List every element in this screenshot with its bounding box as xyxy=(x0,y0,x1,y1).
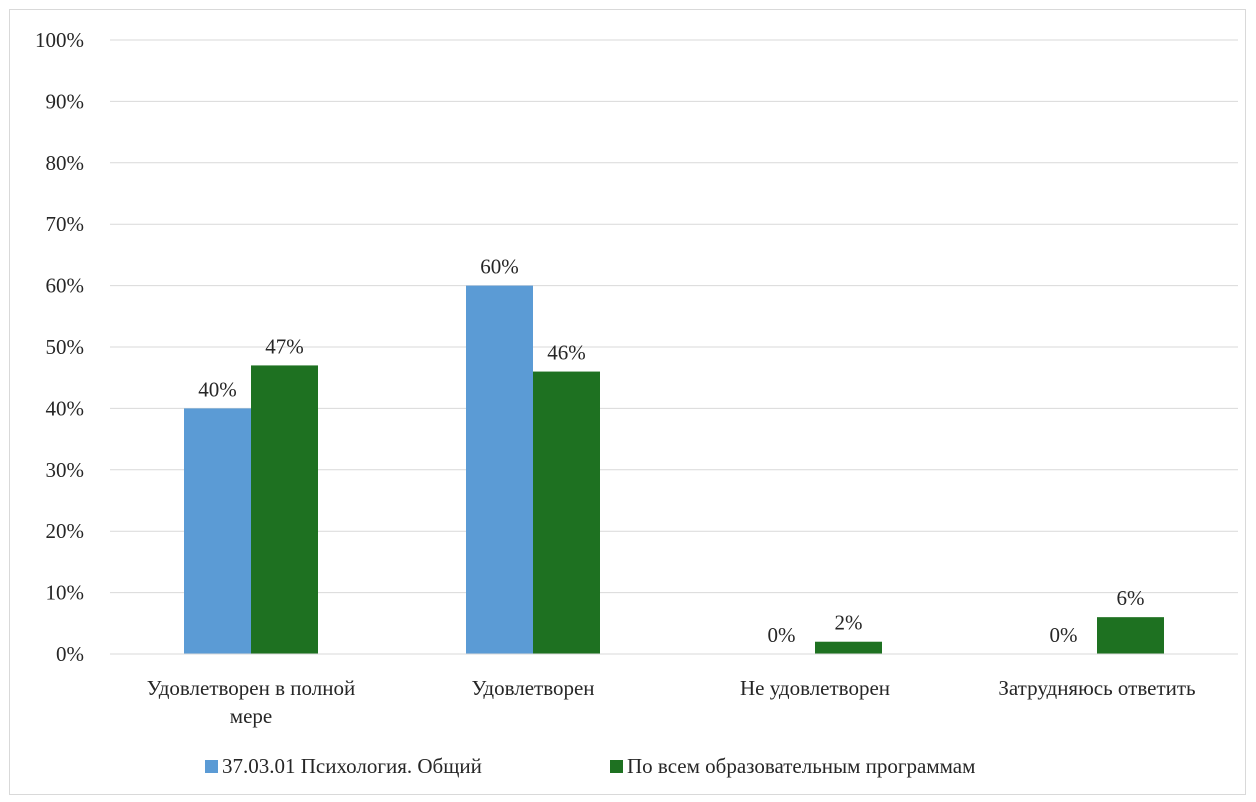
y-tick-label: 80% xyxy=(46,151,85,175)
data-label: 47% xyxy=(265,334,304,358)
y-tick-label: 100% xyxy=(35,28,84,52)
data-label: 60% xyxy=(480,255,519,279)
x-category-label: Удовлетворен xyxy=(471,676,594,700)
bar xyxy=(533,371,600,654)
legend-swatch xyxy=(610,760,623,773)
y-tick-label: 10% xyxy=(46,581,85,605)
y-tick-label: 40% xyxy=(46,396,85,420)
data-label: 40% xyxy=(198,377,237,401)
legend-label: 37.03.01 Психология. Общий xyxy=(222,754,482,778)
x-category-label: Затрудняюсь ответить xyxy=(998,676,1195,700)
y-tick-label: 20% xyxy=(46,519,85,543)
x-category-label: мере xyxy=(230,704,272,728)
data-label: 46% xyxy=(547,341,586,365)
data-label: 6% xyxy=(1117,586,1145,610)
y-tick-label: 70% xyxy=(46,212,85,236)
bar xyxy=(251,365,318,654)
x-category-label: Не удовлетворен xyxy=(740,676,890,700)
y-tick-label: 0% xyxy=(56,642,84,666)
chart-frame xyxy=(9,9,1246,795)
bar xyxy=(466,285,533,654)
data-label: 0% xyxy=(768,623,796,647)
y-tick-label: 60% xyxy=(46,274,85,298)
data-label: 2% xyxy=(835,611,863,635)
y-tick-label: 30% xyxy=(46,458,85,482)
bar xyxy=(184,408,251,654)
legend-swatch xyxy=(205,760,218,773)
y-tick-label: 50% xyxy=(46,335,85,359)
legend-label: По всем образовательным программам xyxy=(627,754,975,778)
data-label: 0% xyxy=(1050,623,1078,647)
y-tick-label: 90% xyxy=(46,89,85,113)
bar xyxy=(815,641,882,654)
x-category-label: Удовлетворен в полной xyxy=(147,676,355,700)
bar xyxy=(1097,617,1164,654)
